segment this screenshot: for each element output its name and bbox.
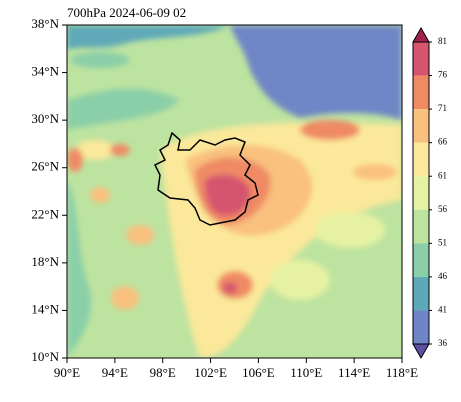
colorbar-band [413,42,429,76]
lat-label: 10°N [31,349,59,364]
colorbar-label: 71 [438,103,447,113]
colorbar-band [413,142,429,177]
lon-label: 98°E [150,365,176,380]
colorbar-band [413,209,429,244]
lat-label: 22°N [31,206,59,221]
colorbar-band [413,310,429,344]
colorbar-band [413,243,429,277]
lon-label: 94°E [102,365,128,380]
lon-label: 110°E [290,365,322,380]
colorbar-bottom [412,343,430,360]
colorbar-label: 41 [438,305,447,315]
colorbar-label: 51 [438,237,447,247]
colorbar-band [413,75,429,110]
lat-label: 38°N [31,16,59,31]
colorbar-top [412,26,430,43]
field [67,25,402,358]
lat-label: 14°N [31,301,59,316]
colorbar-label: 66 [438,137,448,147]
lon-label: 118°E [386,365,418,380]
lat-label: 34°N [31,64,59,79]
colorbar-label: 36 [438,338,448,348]
colorbar-label: 81 [438,36,447,46]
colorbar-band [413,176,429,210]
colorbar-band [413,276,429,311]
lat-label: 18°N [31,254,59,269]
colorbar-label: 61 [438,170,447,180]
plot-frame [66,24,403,359]
lon-label: 102°E [194,365,227,380]
field-contours [67,25,402,358]
colorbar-label: 76 [438,70,448,80]
colorbar-band [413,109,429,143]
lon-label: 106°E [242,365,275,380]
colorbar-frame [412,41,430,345]
map-title: 700hPa 2024-06-09 02 [67,5,186,20]
lon-label: 114°E [338,365,370,380]
lat-label: 26°N [31,159,59,174]
province-outline [153,131,259,226]
lat-label: 30°N [31,111,59,126]
colorbar-label: 46 [438,271,448,281]
colorbar-label: 56 [438,204,448,214]
lon-label: 90°E [54,365,80,380]
